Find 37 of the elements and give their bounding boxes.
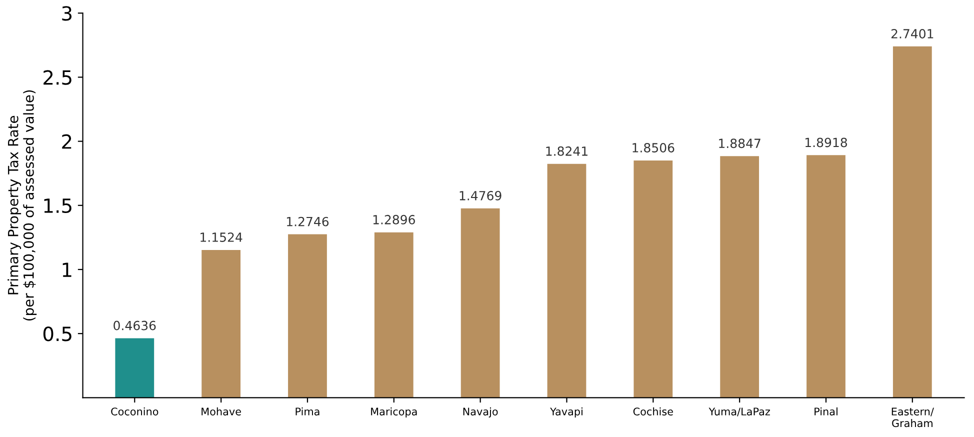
x-tick-label: Maricopa <box>371 407 417 418</box>
data-label: 1.8918 <box>805 138 848 148</box>
bar <box>460 208 500 398</box>
y-tick-label: 3 <box>62 6 72 21</box>
bar <box>892 46 932 398</box>
data-label: 1.2896 <box>373 214 415 224</box>
data-label: 1.4769 <box>460 190 502 200</box>
data-label: 1.8847 <box>719 138 760 148</box>
data-label: 0.4636 <box>114 320 156 330</box>
x-tick-label: Mohave <box>202 407 241 416</box>
x-tick-label: Cochise <box>633 407 673 416</box>
y-tick-label: 2 <box>62 134 72 149</box>
bar <box>806 155 846 398</box>
y-tick-label: 1 <box>62 262 72 277</box>
x-tick-label: Coconino <box>111 407 158 416</box>
x-tick-label: Yavapi <box>550 407 582 418</box>
bar <box>374 232 414 398</box>
y-tick-label: 0.5 <box>43 326 72 342</box>
data-label: 2.7401 <box>891 28 934 38</box>
data-label: 1.2746 <box>286 216 329 226</box>
bar <box>634 160 673 398</box>
x-tick-label: Pinal <box>814 407 838 416</box>
bar <box>288 234 327 398</box>
x-tick-label: Pima <box>296 407 320 416</box>
bar <box>720 156 760 398</box>
x-tick-label: Yuma/LaPaz <box>708 408 770 416</box>
data-label: 1.8241 <box>546 146 588 156</box>
bar <box>547 164 586 398</box>
bar <box>115 338 154 398</box>
x-tick-label: Eastern/ Graham <box>892 408 934 428</box>
data-label: 1.8506 <box>632 143 674 152</box>
y-tick-label: 1.5 <box>44 198 72 214</box>
bar <box>202 250 241 398</box>
y-tick-label: 2.5 <box>44 70 72 85</box>
data-label: 1.1524 <box>200 232 242 242</box>
y-axis-title: Primary Property Tax Rate (per $100,000 of assessed value) <box>8 90 37 320</box>
x-tick-label: Navajo <box>463 407 498 418</box>
